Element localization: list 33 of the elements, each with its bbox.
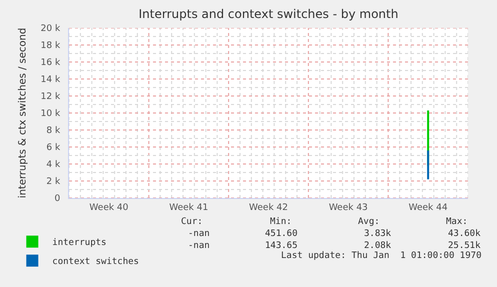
x-tick-label: Week 42 bbox=[249, 202, 288, 213]
text: 143.65 bbox=[265, 241, 298, 251]
text: Max: bbox=[446, 217, 468, 227]
y-tick-label: 16 k bbox=[40, 58, 61, 68]
y-tick-label: 4 k bbox=[46, 160, 61, 170]
y-tick-label: 6 k bbox=[46, 143, 61, 154]
text: 25.51k bbox=[448, 241, 482, 251]
text: 2.08k bbox=[364, 241, 392, 251]
x-tick-label: Week 41 bbox=[169, 202, 208, 213]
x-tick-label: Week 43 bbox=[328, 202, 368, 213]
y-tick-label: 10 k bbox=[40, 109, 61, 120]
text: 3.83k bbox=[364, 229, 392, 239]
text: 43.60k bbox=[448, 229, 482, 239]
y-tick-label: 8 k bbox=[46, 126, 61, 136]
x-tick-label: Week 44 bbox=[408, 202, 448, 213]
text: 451.60 bbox=[265, 229, 298, 239]
legend-label: context switches bbox=[52, 257, 139, 268]
y-tick-label: 12 k bbox=[40, 92, 61, 102]
text: Cur: bbox=[181, 217, 203, 227]
y-tick-label: 0 bbox=[54, 194, 60, 204]
y-tick-label: 18 k bbox=[40, 41, 61, 52]
y-tick-label: 14 k bbox=[40, 75, 61, 86]
chart-title: Interrupts and context switches - by month bbox=[138, 7, 398, 22]
y-tick-label: 2 k bbox=[46, 177, 61, 188]
text: -nan bbox=[188, 241, 210, 251]
text: -nan bbox=[188, 229, 210, 239]
y-tick-label: 20 k bbox=[40, 24, 61, 34]
text: Avg: bbox=[358, 217, 380, 227]
legend-label: interrupts bbox=[52, 238, 106, 248]
text: Last update: Thu Jan 1 01:00:00 1970 bbox=[281, 251, 482, 261]
x-tick-label: Week 40 bbox=[89, 202, 129, 213]
y-axis-title: interrupts & ctx switches / second bbox=[18, 28, 29, 198]
text: Min: bbox=[270, 217, 292, 227]
